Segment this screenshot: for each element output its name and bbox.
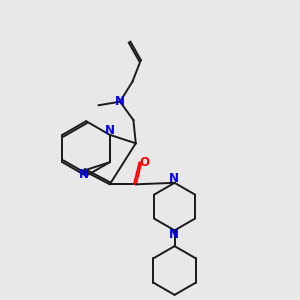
Text: N: N <box>169 172 179 185</box>
Text: N: N <box>169 228 179 241</box>
Text: N: N <box>105 124 115 137</box>
Text: O: O <box>140 156 150 170</box>
Text: N: N <box>115 95 125 108</box>
Text: N: N <box>79 168 89 181</box>
